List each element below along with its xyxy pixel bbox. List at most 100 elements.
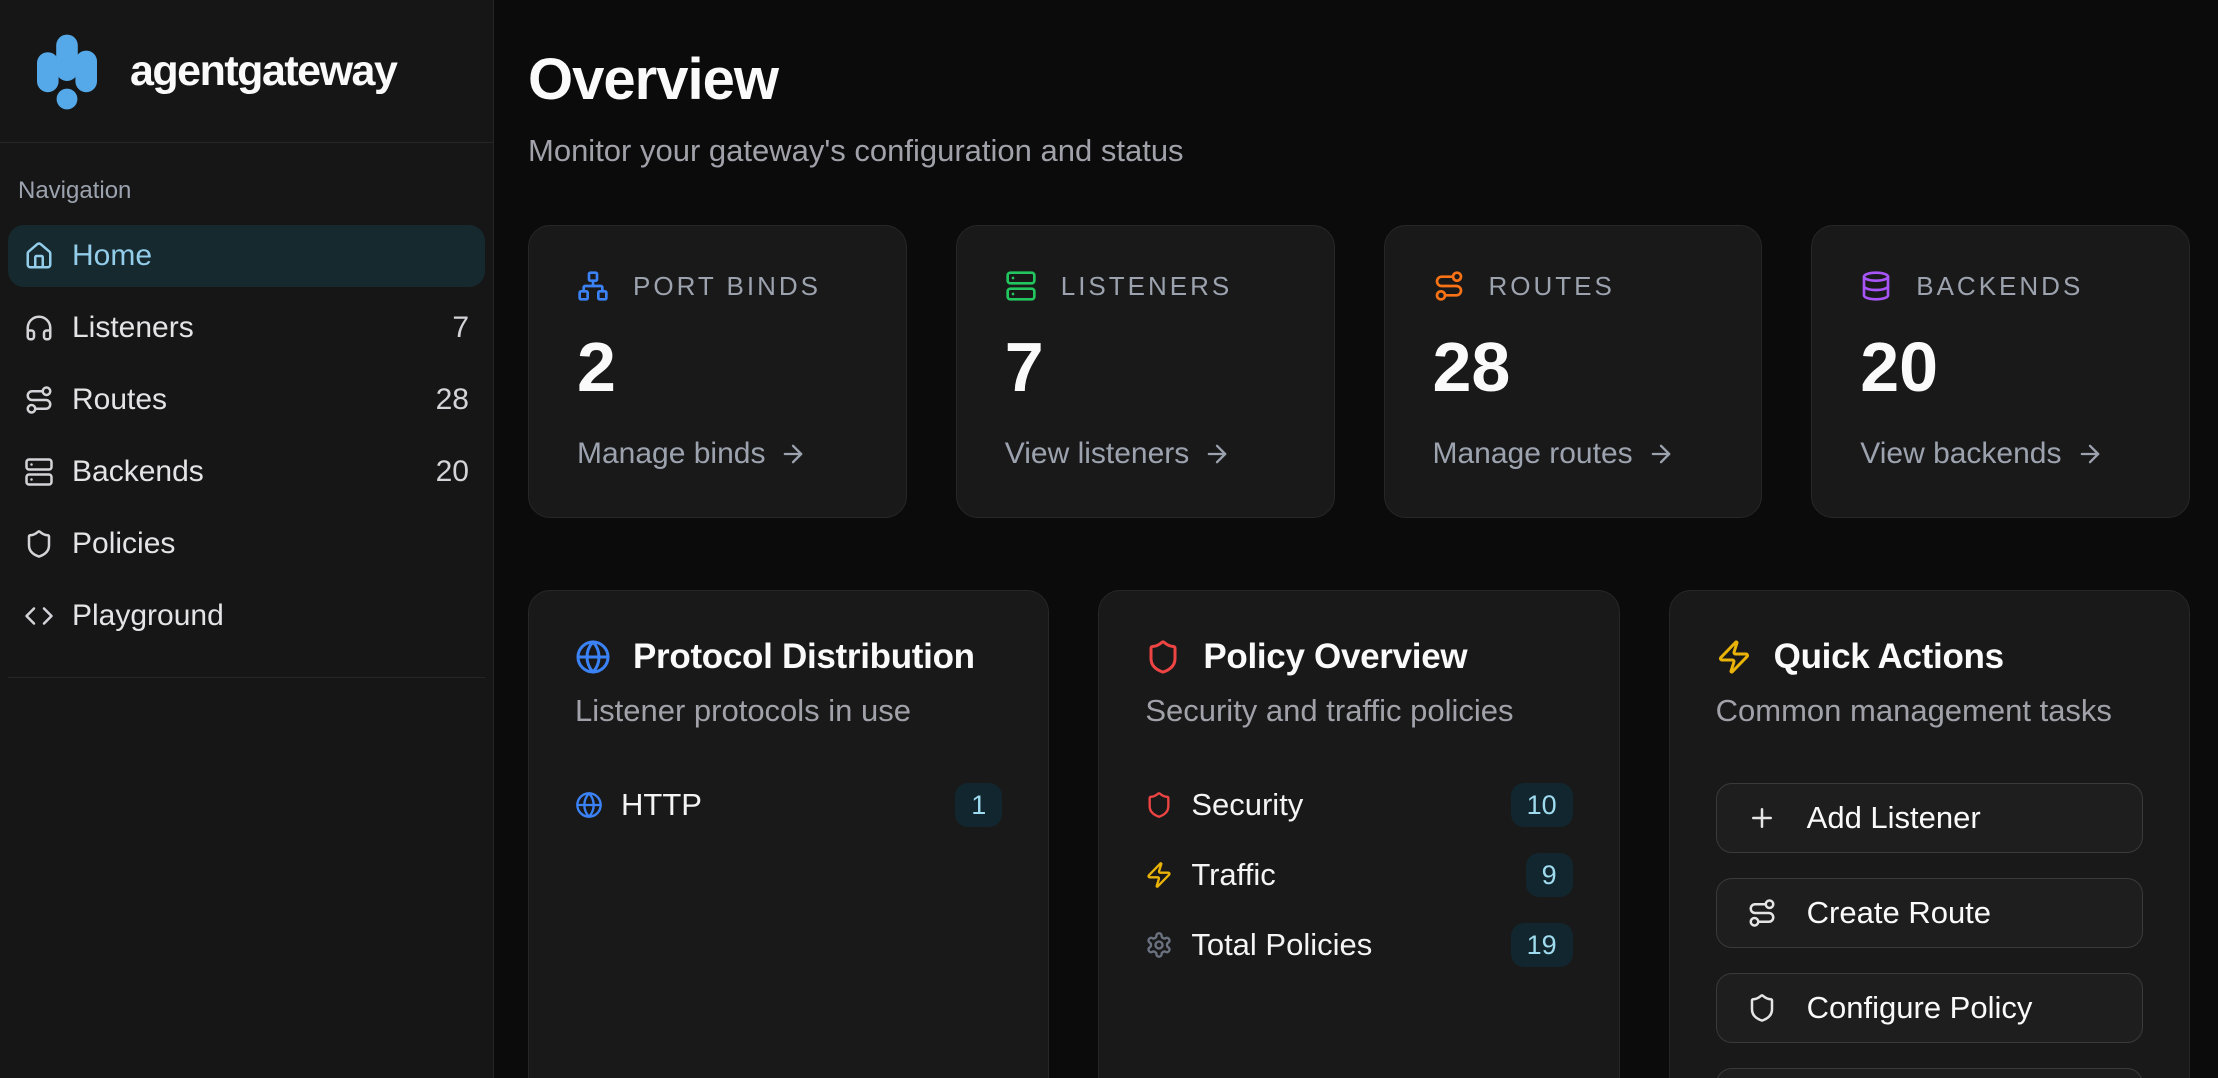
- arrow-right-icon: [784, 444, 803, 464]
- sidebar-item-home[interactable]: Home: [8, 225, 485, 287]
- agentgateway-logo-icon: [37, 34, 97, 110]
- shield-icon: [27, 530, 51, 558]
- stat-card-backends: BACKENDS 20 View backends: [1811, 225, 2190, 518]
- button-label: Add Listener: [1806, 800, 1981, 835]
- page-subtitle: Monitor your gateway's configuration and…: [528, 133, 1184, 168]
- sidebar-item-routes[interactable]: Routes 28: [8, 369, 485, 431]
- arrow-right-icon: [2080, 444, 2099, 464]
- stat-label: LISTENERS: [1060, 270, 1233, 301]
- policy-row-traffic: Traffic 9: [1145, 853, 1573, 897]
- policy-row-total: Total Policies 19: [1145, 923, 1573, 967]
- stat-label: ROUTES: [1488, 270, 1615, 301]
- button-label: Create Route: [1806, 895, 1992, 930]
- stat-card-listeners: LISTENERS 7 View listeners: [955, 225, 1335, 518]
- panel-title: Policy Overview: [1203, 637, 1468, 676]
- manage-routes-link[interactable]: Manage routes: [1433, 437, 1714, 471]
- protocol-distribution-panel: Protocol Distribution Listener protocols…: [528, 590, 1050, 1078]
- sidebar-item-listeners[interactable]: Listeners 7: [8, 297, 485, 359]
- policy-label: Security: [1191, 787, 1304, 822]
- traffic-count-badge: 9: [1525, 853, 1573, 897]
- sidebar-count-backends: 20: [435, 455, 469, 488]
- globe-icon: [576, 792, 602, 818]
- server-icon: [1006, 271, 1036, 301]
- create-route-button[interactable]: Create Route: [1715, 878, 2143, 948]
- stats-grid: PORT BINDS 2 Manage binds LISTENERS 7 Vi…: [528, 225, 2190, 518]
- arrow-right-icon: [1651, 444, 1670, 464]
- quick-actions-panel: Quick Actions Common management tasks Ad…: [1668, 590, 2190, 1078]
- brand-logo[interactable]: agentgateway: [0, 0, 493, 143]
- globe-icon: [576, 640, 610, 674]
- panel-subtitle: Listener protocols in use: [575, 693, 912, 728]
- sidebar-item-label: Home: [72, 239, 153, 272]
- view-backends-link[interactable]: View backends: [1860, 437, 2141, 471]
- panel-subtitle: Security and traffic policies: [1145, 693, 1514, 728]
- protocol-label: HTTP: [621, 787, 702, 822]
- stat-link-label: View listeners: [1004, 437, 1190, 470]
- sidebar-item-label: Policies: [72, 527, 176, 560]
- brand-name: agentgateway: [130, 46, 398, 95]
- panel-title: Protocol Distribution: [633, 637, 975, 676]
- main-content: Overview Monitor your gateway's configur…: [494, 0, 2218, 1078]
- arrow-right-icon: [1207, 444, 1227, 464]
- network-icon: [578, 271, 608, 301]
- policy-row-security: Security 10: [1145, 783, 1573, 827]
- panel-subtitle: Common management tasks: [1715, 693, 2112, 728]
- route-icon: [1435, 271, 1462, 301]
- sidebar: agentgateway Navigation Home Listeners 7…: [0, 0, 494, 1078]
- sidebar-item-playground[interactable]: Playground: [8, 585, 485, 647]
- stat-label: PORT BINDS: [633, 270, 821, 301]
- stat-value: 2: [577, 328, 616, 406]
- sidebar-item-label: Routes: [72, 383, 168, 416]
- security-count-badge: 10: [1510, 783, 1573, 827]
- nav-section-label: Navigation: [18, 177, 132, 204]
- stat-card-port-binds: PORT BINDS 2 Manage binds: [528, 225, 907, 518]
- route-icon: [1749, 899, 1775, 927]
- shield-icon: [1148, 792, 1170, 818]
- policy-label: Traffic: [1191, 857, 1276, 892]
- route-icon: [26, 386, 52, 414]
- stat-link-label: Manage routes: [1432, 437, 1633, 470]
- view-listeners-link[interactable]: View listeners: [1005, 437, 1286, 471]
- stat-value: 20: [1860, 328, 1939, 406]
- sidebar-item-label: Playground: [72, 599, 224, 632]
- sidebar-count-listeners: 7: [452, 311, 469, 344]
- stat-value: 28: [1432, 328, 1511, 406]
- page-title: Overview: [528, 47, 779, 112]
- headphones-icon: [26, 315, 52, 341]
- sidebar-count-routes: 28: [435, 383, 469, 416]
- protocol-row-http: HTTP 1: [575, 783, 1003, 827]
- panel-title: Quick Actions: [1773, 637, 2004, 676]
- protocol-count-badge: 1: [955, 783, 1003, 827]
- zap-icon: [1718, 640, 1749, 674]
- stat-value: 7: [1004, 328, 1044, 406]
- zap-icon: [1147, 862, 1171, 888]
- sidebar-nav: Navigation Home Listeners 7 Routes 28 Ba…: [0, 143, 493, 678]
- policy-label: Total Policies: [1191, 927, 1373, 962]
- sidebar-item-policies[interactable]: Policies: [8, 513, 485, 575]
- stat-link-label: View backends: [1860, 437, 2062, 470]
- database-icon: [1862, 271, 1890, 301]
- home-icon: [26, 242, 52, 269]
- quick-action-button-partial[interactable]: [1715, 1068, 2143, 1078]
- button-label: Configure Policy: [1806, 990, 2033, 1025]
- stat-card-routes: ROUTES 28 Manage routes: [1383, 225, 1763, 518]
- shield-icon: [1750, 994, 1773, 1022]
- sidebar-item-backends[interactable]: Backends 20: [8, 441, 485, 503]
- policy-overview-panel: Policy Overview Security and traffic pol…: [1098, 590, 1620, 1078]
- code-icon: [25, 607, 53, 625]
- shield-icon: [1149, 640, 1177, 674]
- stat-link-label: Manage binds: [577, 437, 766, 470]
- manage-binds-link[interactable]: Manage binds: [577, 437, 858, 471]
- add-listener-button[interactable]: Add Listener: [1715, 783, 2143, 853]
- sidebar-item-label: Backends: [72, 455, 204, 488]
- total-policies-count-badge: 19: [1510, 923, 1573, 967]
- panels-grid: Protocol Distribution Listener protocols…: [528, 590, 2190, 1078]
- gear-icon: [1147, 932, 1171, 958]
- sidebar-divider: [8, 677, 485, 678]
- plus-icon: [1751, 808, 1772, 828]
- sidebar-item-label: Listeners: [72, 311, 194, 344]
- stat-label: BACKENDS: [1916, 270, 2084, 301]
- server-icon: [25, 458, 53, 486]
- configure-policy-button[interactable]: Configure Policy: [1715, 973, 2143, 1043]
